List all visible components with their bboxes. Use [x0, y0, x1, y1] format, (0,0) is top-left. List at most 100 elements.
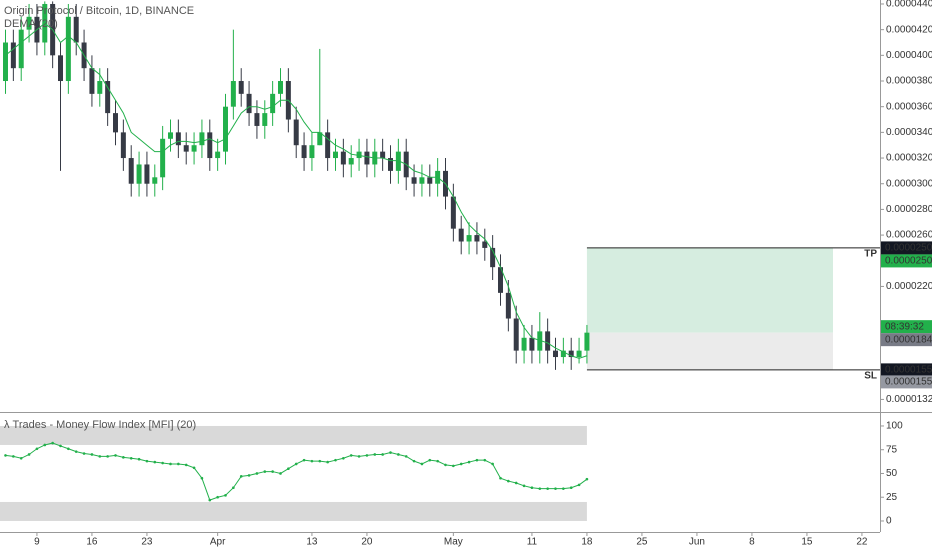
- candle-body: [380, 151, 386, 159]
- candle-body: [73, 16, 79, 43]
- candle-body: [325, 132, 331, 159]
- candle-body: [120, 132, 126, 159]
- candle-body: [450, 196, 456, 229]
- candle-body: [223, 106, 228, 152]
- mfi-point: [169, 462, 172, 466]
- stop-loss-label-box: [881, 363, 932, 377]
- candle-body: [128, 158, 134, 184]
- mfi-point: [342, 456, 345, 460]
- candle-body: [18, 29, 24, 69]
- candle-body: [553, 350, 558, 358]
- candle-body: [26, 16, 32, 30]
- y-tick-label: 0.00001320: [886, 394, 932, 405]
- mfi-point: [522, 484, 526, 488]
- mfi-point: [137, 457, 141, 461]
- chart-title: Origin Protocol / Bitcoin, 1D, BINANCE: [4, 5, 194, 17]
- x-tick-label: 25: [636, 537, 648, 548]
- mfi-point: [90, 453, 94, 456]
- candle-body: [270, 93, 276, 114]
- x-tick-label: 9: [34, 537, 40, 548]
- mfi-point: [546, 487, 549, 490]
- take-profit-label-box: [881, 241, 932, 255]
- mfi-point: [145, 459, 149, 463]
- indicator-title: λ Trades - Money Flow Index [MFI] (20): [4, 419, 196, 431]
- candle-body: [584, 332, 590, 351]
- candle-body: [388, 158, 393, 171]
- candle-body: [175, 132, 181, 146]
- x-tick-label: 13: [306, 537, 318, 548]
- candle-body: [427, 177, 433, 184]
- mfi-point: [247, 474, 251, 477]
- candle-body: [262, 113, 268, 126]
- candle-body: [568, 350, 574, 358]
- candle-body: [10, 42, 16, 69]
- mfi-point: [74, 450, 78, 453]
- candle-body: [482, 241, 488, 248]
- candle-body: [254, 113, 260, 126]
- mfi-point: [224, 494, 227, 497]
- mfi-point: [412, 459, 416, 463]
- mfi-point: [507, 479, 510, 483]
- candle-body: [238, 81, 244, 94]
- x-tick-label: May: [444, 537, 463, 548]
- countdown-label: 08:39:32: [885, 321, 924, 332]
- candle-body: [498, 267, 503, 293]
- candle-body: [545, 331, 551, 351]
- legend-entry: DEMA (20): [4, 18, 58, 30]
- mfi-point: [397, 453, 400, 456]
- mfi-point: [538, 487, 542, 490]
- countdown-label-box: [881, 320, 932, 334]
- mfi-point: [122, 456, 125, 459]
- mfi-point: [334, 458, 337, 462]
- candle-body: [207, 132, 213, 159]
- take-profit-text: TP: [864, 249, 877, 260]
- mfi-point: [491, 462, 494, 466]
- candle-body: [168, 132, 173, 139]
- mfi-point: [279, 472, 282, 475]
- candle-body: [490, 247, 496, 268]
- x-tick-label: 23: [141, 537, 153, 548]
- candle-body: [419, 177, 425, 184]
- mfi-point: [302, 458, 306, 462]
- candle-body: [474, 235, 480, 242]
- candle-body: [113, 113, 118, 133]
- candle-body: [340, 151, 346, 165]
- mfi-point: [357, 455, 361, 458]
- mfi-point: [263, 470, 267, 473]
- candle-body: [105, 81, 111, 114]
- mfi-point: [287, 467, 290, 471]
- mfi-point: [389, 451, 392, 454]
- mfi-point: [43, 443, 47, 447]
- y-tick-label: 0: [886, 516, 892, 527]
- candle-body: [246, 93, 252, 114]
- mfi-point: [27, 453, 31, 456]
- mfi-point: [4, 454, 7, 457]
- y-tick-label: 100: [886, 421, 903, 432]
- stop-loss-text: SL: [864, 371, 877, 382]
- mfi-point: [365, 454, 369, 457]
- mfi-point: [12, 455, 15, 458]
- mfi-point: [67, 447, 70, 451]
- mfi-point: [530, 486, 534, 490]
- mfi-point: [294, 462, 298, 466]
- take-profit-label-box: [881, 254, 932, 268]
- candle-body: [513, 318, 519, 351]
- candle-body: [309, 145, 315, 159]
- mfi-point: [459, 462, 463, 466]
- candle-body: [3, 42, 8, 82]
- mfi-point: [310, 459, 314, 463]
- y-tick-label: 75: [886, 444, 898, 455]
- x-tick-label: 20: [361, 537, 373, 548]
- y-tick-label: 25: [886, 492, 898, 503]
- candle-body: [521, 337, 527, 351]
- candle-body: [301, 145, 307, 159]
- mfi-point: [373, 453, 377, 456]
